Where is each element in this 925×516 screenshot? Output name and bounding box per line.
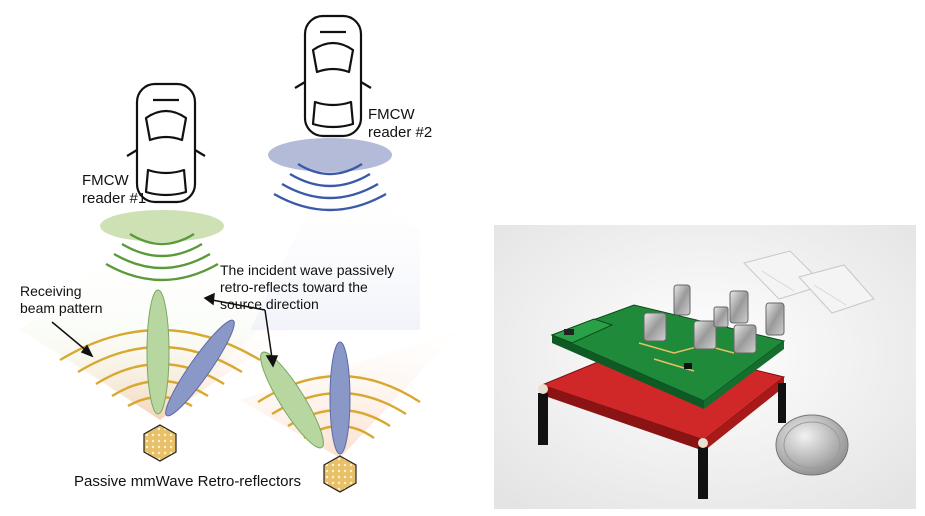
reflector-right-icon [323,455,357,493]
breakout-board [550,318,614,344]
reader2-beam [268,138,392,172]
sma-connectors [643,284,785,354]
retro-lobe-green-left [146,289,170,415]
car-1-icon [126,82,206,204]
reader1-beam [100,210,224,242]
prototype-photo [494,225,916,509]
footer-label: Passive mmWave Retro-reflectors [74,473,301,490]
standoff-leg-2 [698,447,708,499]
car-2-icon [294,14,372,138]
retro-lobe-green-right [260,351,324,449]
antenna-strip-2 [798,264,875,314]
receiving-beam-label: Receiving beam pattern [20,283,103,316]
reader2-label: FMCW reader #2 [368,106,433,141]
reader1-waves [105,232,219,282]
incident-wave-label: The incident wave passively retro-reflec… [220,262,395,312]
retro-reflector-diagram [20,14,460,493]
coin-scale-reference [775,414,849,476]
reader1-label: FMCW reader #1 [82,172,147,207]
reader2-field [250,165,420,330]
reflector-left-icon [143,424,177,462]
reader2-waves [273,162,387,212]
retro-lobe-blue-left [165,319,235,417]
standoff-leg-3 [778,383,786,423]
standoff-leg-1 [538,393,548,445]
annotation-arrows [51,292,279,368]
retro-lobe-blue-right [329,341,351,455]
